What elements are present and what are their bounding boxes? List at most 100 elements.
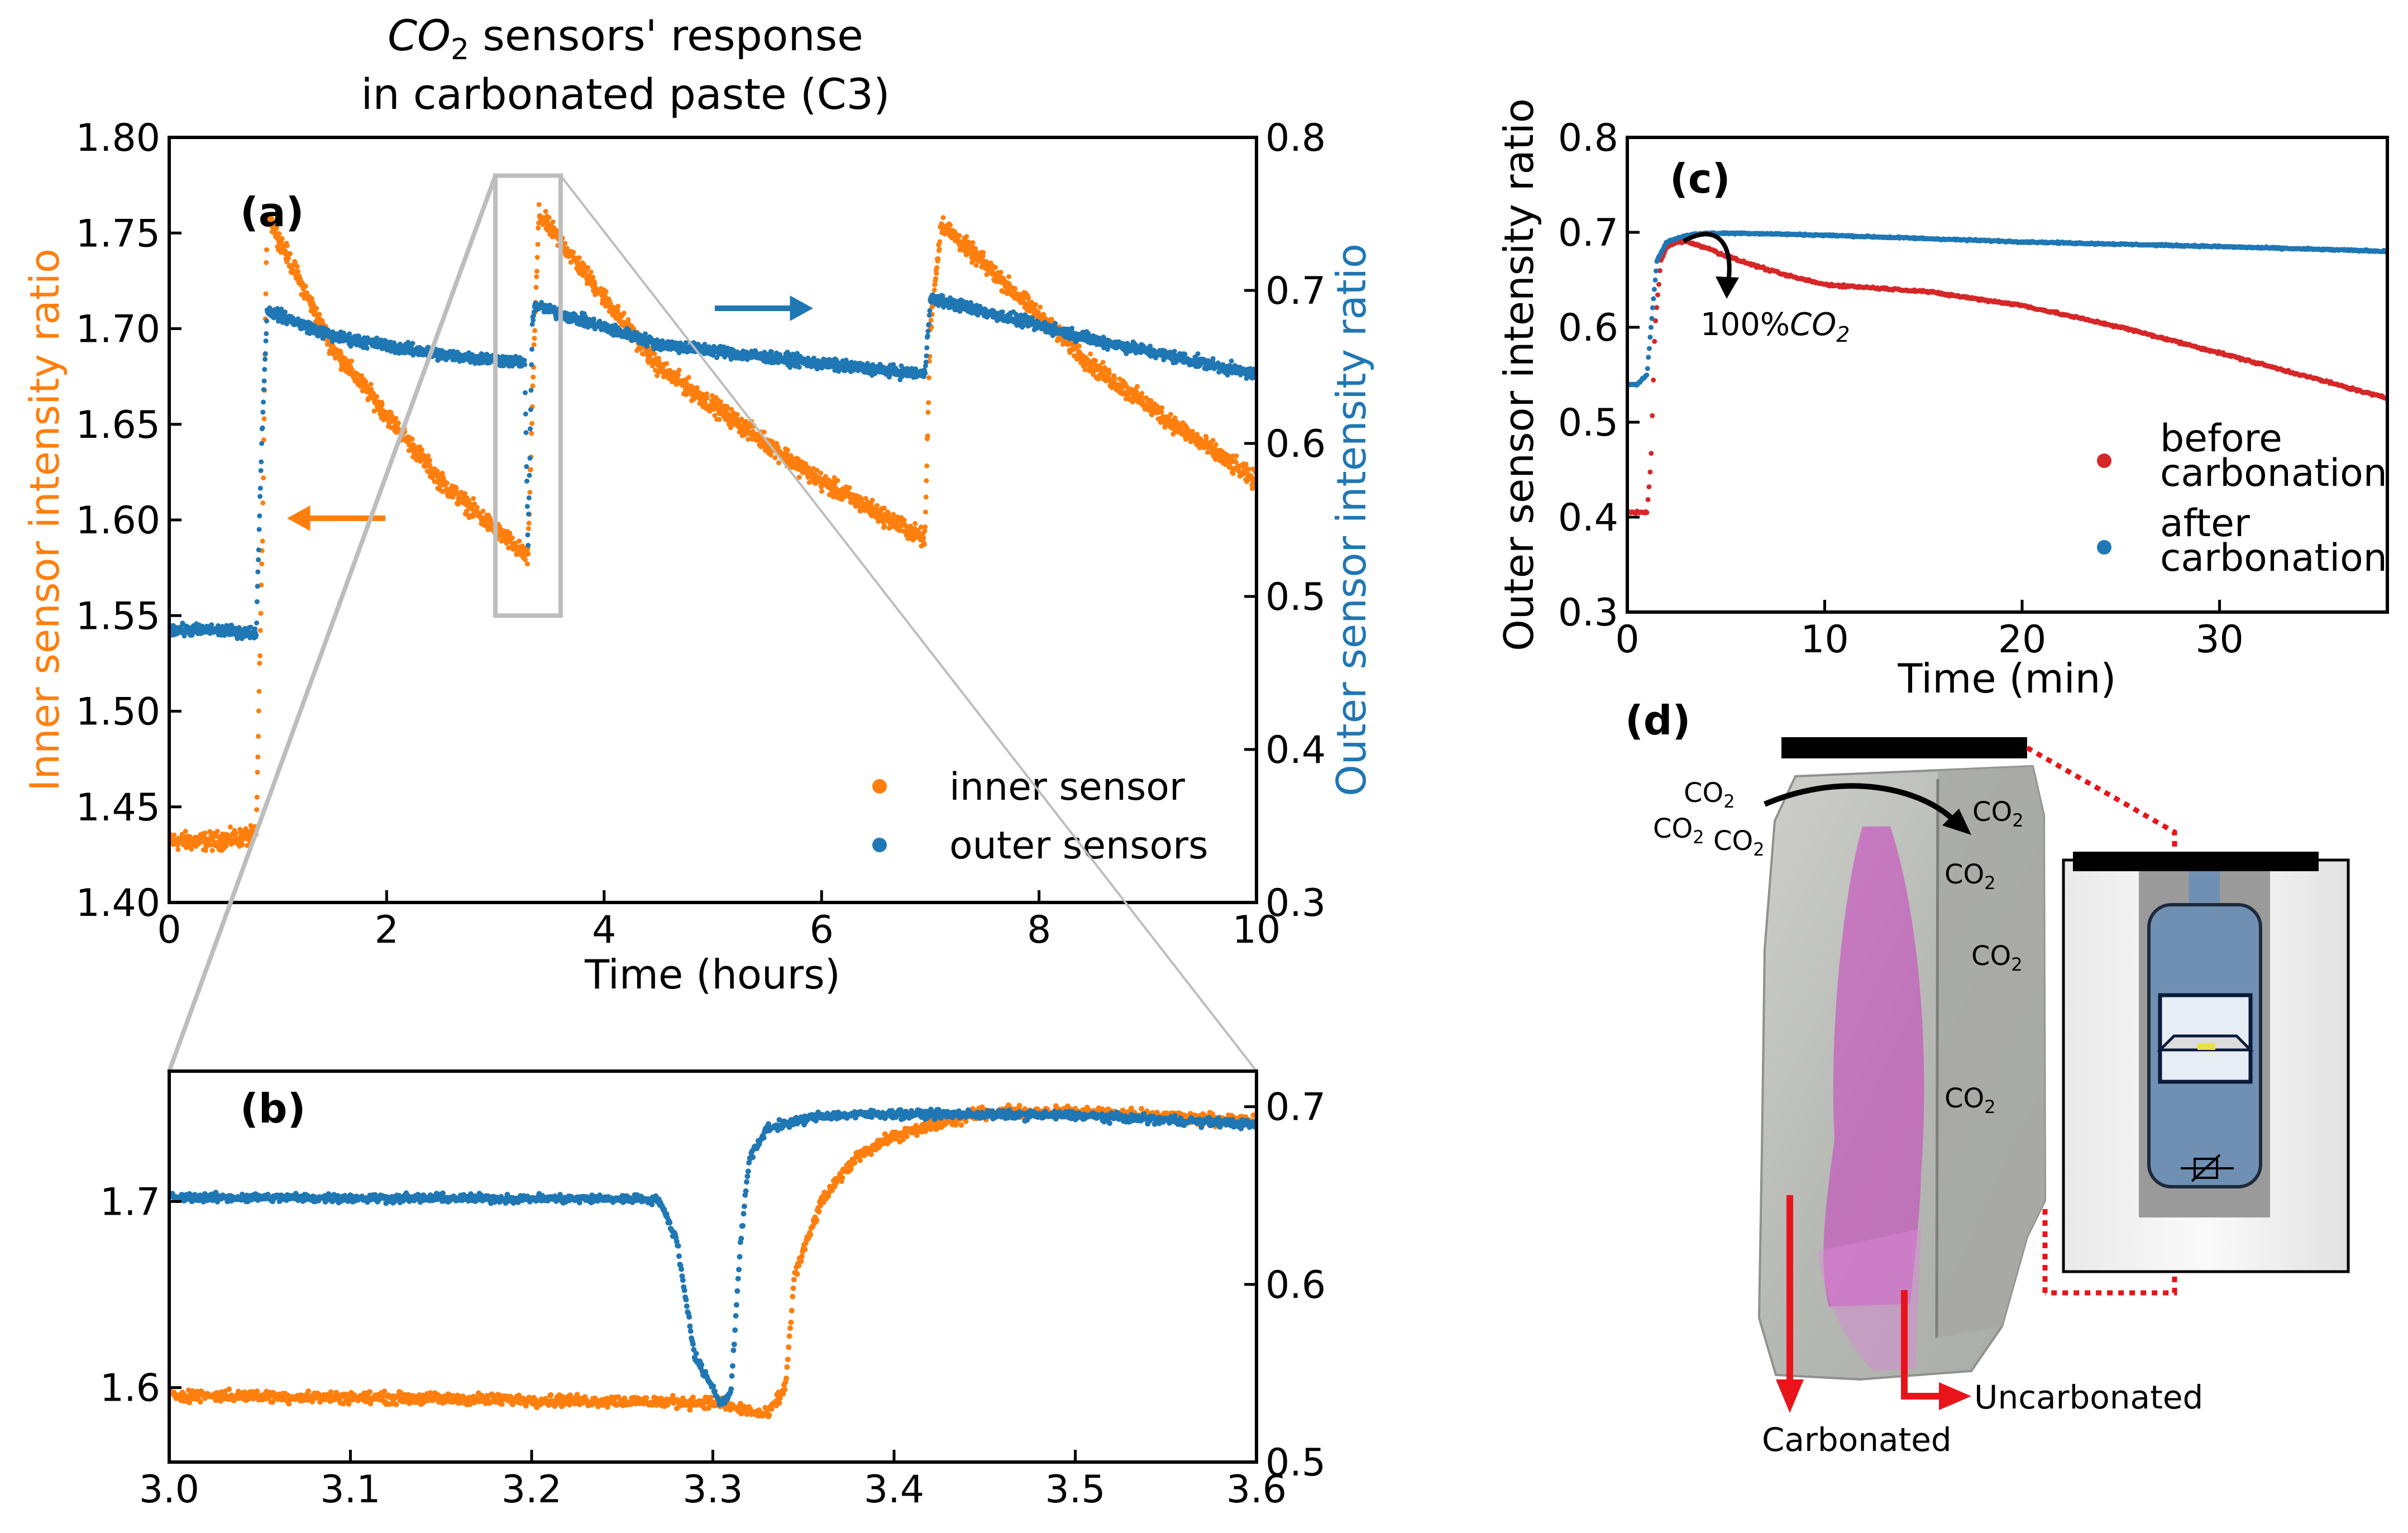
inner-sensor-point [269, 216, 274, 221]
outer-sensor-point [923, 359, 929, 365]
inner-sensor-point [1203, 435, 1209, 441]
outer-sensor-point [364, 345, 370, 351]
inner-sensor-point [912, 521, 918, 526]
inner-sensor-point [536, 202, 542, 207]
outer-sensor-point [259, 459, 264, 465]
inner-sensor-point [806, 480, 812, 485]
outer-sensor-point [254, 599, 260, 604]
inner-sensor-point [957, 233, 962, 238]
inner-sensor-point [785, 447, 790, 453]
inner-sensor-point [261, 475, 266, 481]
inner-sensor-point [535, 242, 541, 247]
inner-sensor-point [970, 240, 976, 245]
inner-sensor-point [1234, 453, 1239, 459]
outer-sensor-point [261, 399, 266, 405]
outer-sensor-point [263, 338, 269, 343]
inner-sensor-point [819, 489, 825, 494]
inner-sensor-point [924, 463, 930, 469]
inner-sensor-point [704, 395, 710, 401]
inner-sensor-point [998, 270, 1004, 275]
inner-sensor-point [981, 250, 986, 255]
inner-sensor-point [257, 653, 263, 658]
outer-sensor-point [924, 353, 929, 359]
inner-sensor-point [256, 708, 261, 714]
inner-sensor-point [379, 402, 385, 408]
inner-sensor-point [937, 247, 942, 252]
outer-sensor-point [926, 312, 932, 318]
inner-sensor-point [875, 503, 880, 508]
inner-sensor-point [453, 486, 459, 492]
inner-sensor-point [901, 517, 907, 523]
inner-sensor-point [646, 360, 651, 365]
inner-sensor-point [1088, 351, 1093, 357]
inner-sensor-point [207, 829, 213, 834]
outer-sensor-point [524, 479, 529, 484]
inner-sensor-point [652, 351, 657, 356]
outer-sensor-point [528, 407, 533, 412]
inner-sensor-point [288, 251, 293, 256]
inner-sensor-point [585, 265, 591, 270]
inner-sensor-point [472, 501, 477, 507]
inner-sensor-point [823, 474, 828, 479]
inner-sensor-point [1076, 343, 1082, 349]
inner-sensor-point [480, 508, 486, 514]
inner-sensor-point [921, 542, 927, 547]
outer-sensor-point [643, 331, 648, 337]
inner-sensor-point [638, 346, 643, 352]
inner-sensor-point [856, 503, 862, 508]
inner-sensor-point [462, 491, 468, 496]
inner-sensor-point [734, 412, 740, 417]
inner-sensor-point [369, 386, 374, 392]
inner-sensor-point [1038, 304, 1043, 310]
outer-sensor-point [255, 584, 260, 589]
inner-sensor-point [474, 505, 480, 510]
outer-sensor-point [255, 569, 261, 575]
inner-sensor-point [832, 475, 837, 480]
inner-sensor-point [183, 829, 188, 834]
inner-sensor-point [934, 265, 940, 270]
inner-sensor-point [534, 255, 540, 260]
inner-sensor-point [603, 293, 608, 299]
inner-sensor-point [525, 551, 531, 557]
inner-sensor-point [882, 523, 887, 529]
inner-sensor-point [1210, 437, 1216, 443]
inner-sensor-point [258, 610, 264, 616]
inner-sensor-point [257, 661, 262, 666]
title-co2: CO [388, 11, 451, 60]
inner-sensor-point [214, 829, 220, 834]
panel-a: 0 2 4 6 8 101.401.451.501.551.601.651.701.751… [21, 116, 1375, 998]
inner-sensor-point [260, 500, 266, 505]
inner-sensor-point [260, 538, 265, 544]
inner-sensor-point [703, 399, 708, 405]
inner-sensor-point [419, 447, 424, 453]
inner-sensor-point [621, 311, 627, 316]
inner-sensor-point [600, 297, 605, 303]
inner-sensor-point [1091, 372, 1096, 378]
inner-sensor-point [1100, 360, 1106, 365]
inner-sensor-point [349, 367, 355, 372]
outer-sensor-point [347, 331, 352, 337]
inner-sensor-point [256, 733, 261, 739]
inner-sensor-point [923, 524, 928, 529]
outer-sensor-point [262, 356, 268, 362]
outer-sensor-point [683, 340, 689, 346]
outer-sensor-point [258, 468, 264, 474]
outer-sensor-point [796, 365, 802, 370]
inner-sensor-point [261, 416, 267, 422]
outer-sensor-point [1148, 343, 1153, 349]
outer-sensor-point [522, 357, 527, 363]
inner-sensor-point [615, 308, 620, 313]
inner-sensor-point [309, 296, 314, 302]
inner-sensor-point [664, 361, 670, 366]
inner-sensor-point [1230, 453, 1235, 459]
inner-sensor-point [233, 830, 239, 836]
inner-sensor-point [940, 215, 946, 221]
inner-sensor-point [527, 490, 533, 495]
inner-sensor-point [924, 478, 929, 484]
inner-sensor-point [543, 209, 548, 214]
inner-sensor-point [444, 480, 450, 486]
inner-sensor-point [868, 502, 874, 507]
inner-sensor-point [1139, 390, 1145, 396]
inner-sensor-point [276, 231, 282, 236]
inner-sensor-point [530, 383, 536, 389]
